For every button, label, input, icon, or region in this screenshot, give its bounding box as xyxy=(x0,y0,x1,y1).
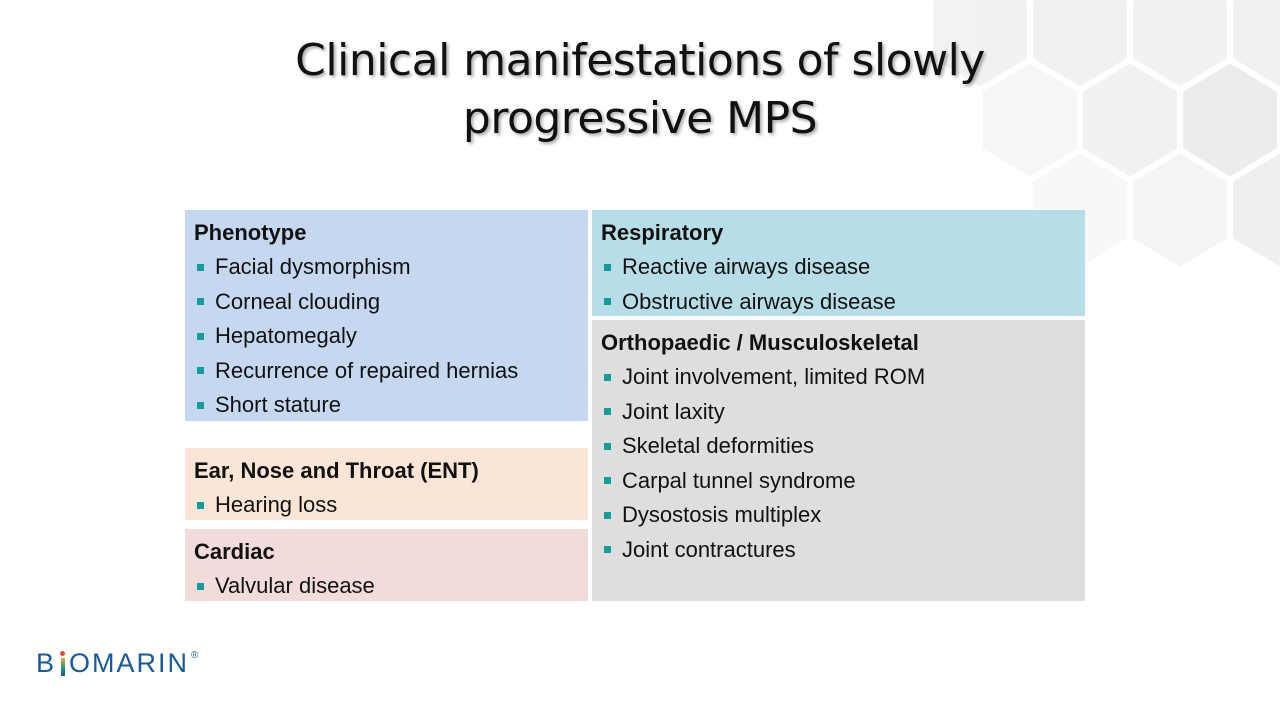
title-line-1: Clinical manifestations of slowly xyxy=(295,35,985,86)
list-item: Valvular disease xyxy=(194,569,579,604)
list-item: Recurrence of repaired hernias xyxy=(194,354,579,389)
list-item: Dysostosis multiplex xyxy=(601,498,1076,533)
logo-text-suffix: OMARIN xyxy=(69,648,190,678)
bullet-icon xyxy=(604,263,611,271)
bullet-icon xyxy=(604,511,611,519)
phenotype-box: Phenotype Facial dysmorphism Corneal clo… xyxy=(185,210,588,421)
bullet-icon xyxy=(197,501,204,509)
bullet-icon xyxy=(604,477,611,485)
ent-box: Ear, Nose and Throat (ENT) Hearing loss xyxy=(185,448,588,520)
list-item: Joint laxity xyxy=(601,395,1076,430)
ent-list: Hearing loss xyxy=(194,488,579,523)
list-item: Reactive airways disease xyxy=(601,250,1076,285)
cardiac-box: Cardiac Valvular disease xyxy=(185,529,588,601)
list-item: Short stature xyxy=(194,388,579,423)
respiratory-box: Respiratory Reactive airways disease Obs… xyxy=(592,210,1085,316)
orthopaedic-box: Orthopaedic / Musculoskeletal Joint invo… xyxy=(592,320,1085,601)
registered-mark: ® xyxy=(191,650,201,661)
list-item: Hepatomegaly xyxy=(194,319,579,354)
orthopaedic-heading: Orthopaedic / Musculoskeletal xyxy=(601,330,919,355)
bullet-icon xyxy=(197,367,204,375)
logo-i-icon xyxy=(60,651,66,676)
list-item: Carpal tunnel syndrome xyxy=(601,464,1076,499)
respiratory-list: Reactive airways disease Obstructive air… xyxy=(601,250,1076,319)
list-item: Joint contractures xyxy=(601,533,1076,568)
list-item: Facial dysmorphism xyxy=(194,250,579,285)
bullet-icon xyxy=(197,263,204,271)
phenotype-heading: Phenotype xyxy=(194,220,307,245)
bullet-icon xyxy=(604,442,611,450)
biomarin-logo: B OMARIN ® xyxy=(36,648,200,679)
cardiac-list: Valvular disease xyxy=(194,569,579,604)
bullet-icon xyxy=(197,582,204,590)
orthopaedic-list: Joint involvement, limited ROM Joint lax… xyxy=(601,360,1076,567)
logo-text-prefix: B xyxy=(36,648,57,678)
list-item: Joint involvement, limited ROM xyxy=(601,360,1076,395)
cardiac-heading: Cardiac xyxy=(194,539,275,564)
list-item: Skeletal deformities xyxy=(601,429,1076,464)
bullet-icon xyxy=(197,332,204,340)
bullet-icon xyxy=(604,373,611,381)
slide-title: Clinical manifestations of slowly progre… xyxy=(140,32,1140,148)
list-item: Hearing loss xyxy=(194,488,579,523)
bullet-icon xyxy=(604,408,611,416)
bullet-icon xyxy=(604,298,611,306)
bullet-icon xyxy=(197,401,204,409)
respiratory-heading: Respiratory xyxy=(601,220,724,245)
phenotype-list: Facial dysmorphism Corneal clouding Hepa… xyxy=(194,250,579,423)
bullet-icon xyxy=(197,298,204,306)
list-item: Obstructive airways disease xyxy=(601,285,1076,320)
bullet-icon xyxy=(604,546,611,554)
list-item: Corneal clouding xyxy=(194,285,579,320)
title-line-2: progressive MPS xyxy=(462,93,818,144)
ent-heading: Ear, Nose and Throat (ENT) xyxy=(194,458,479,483)
